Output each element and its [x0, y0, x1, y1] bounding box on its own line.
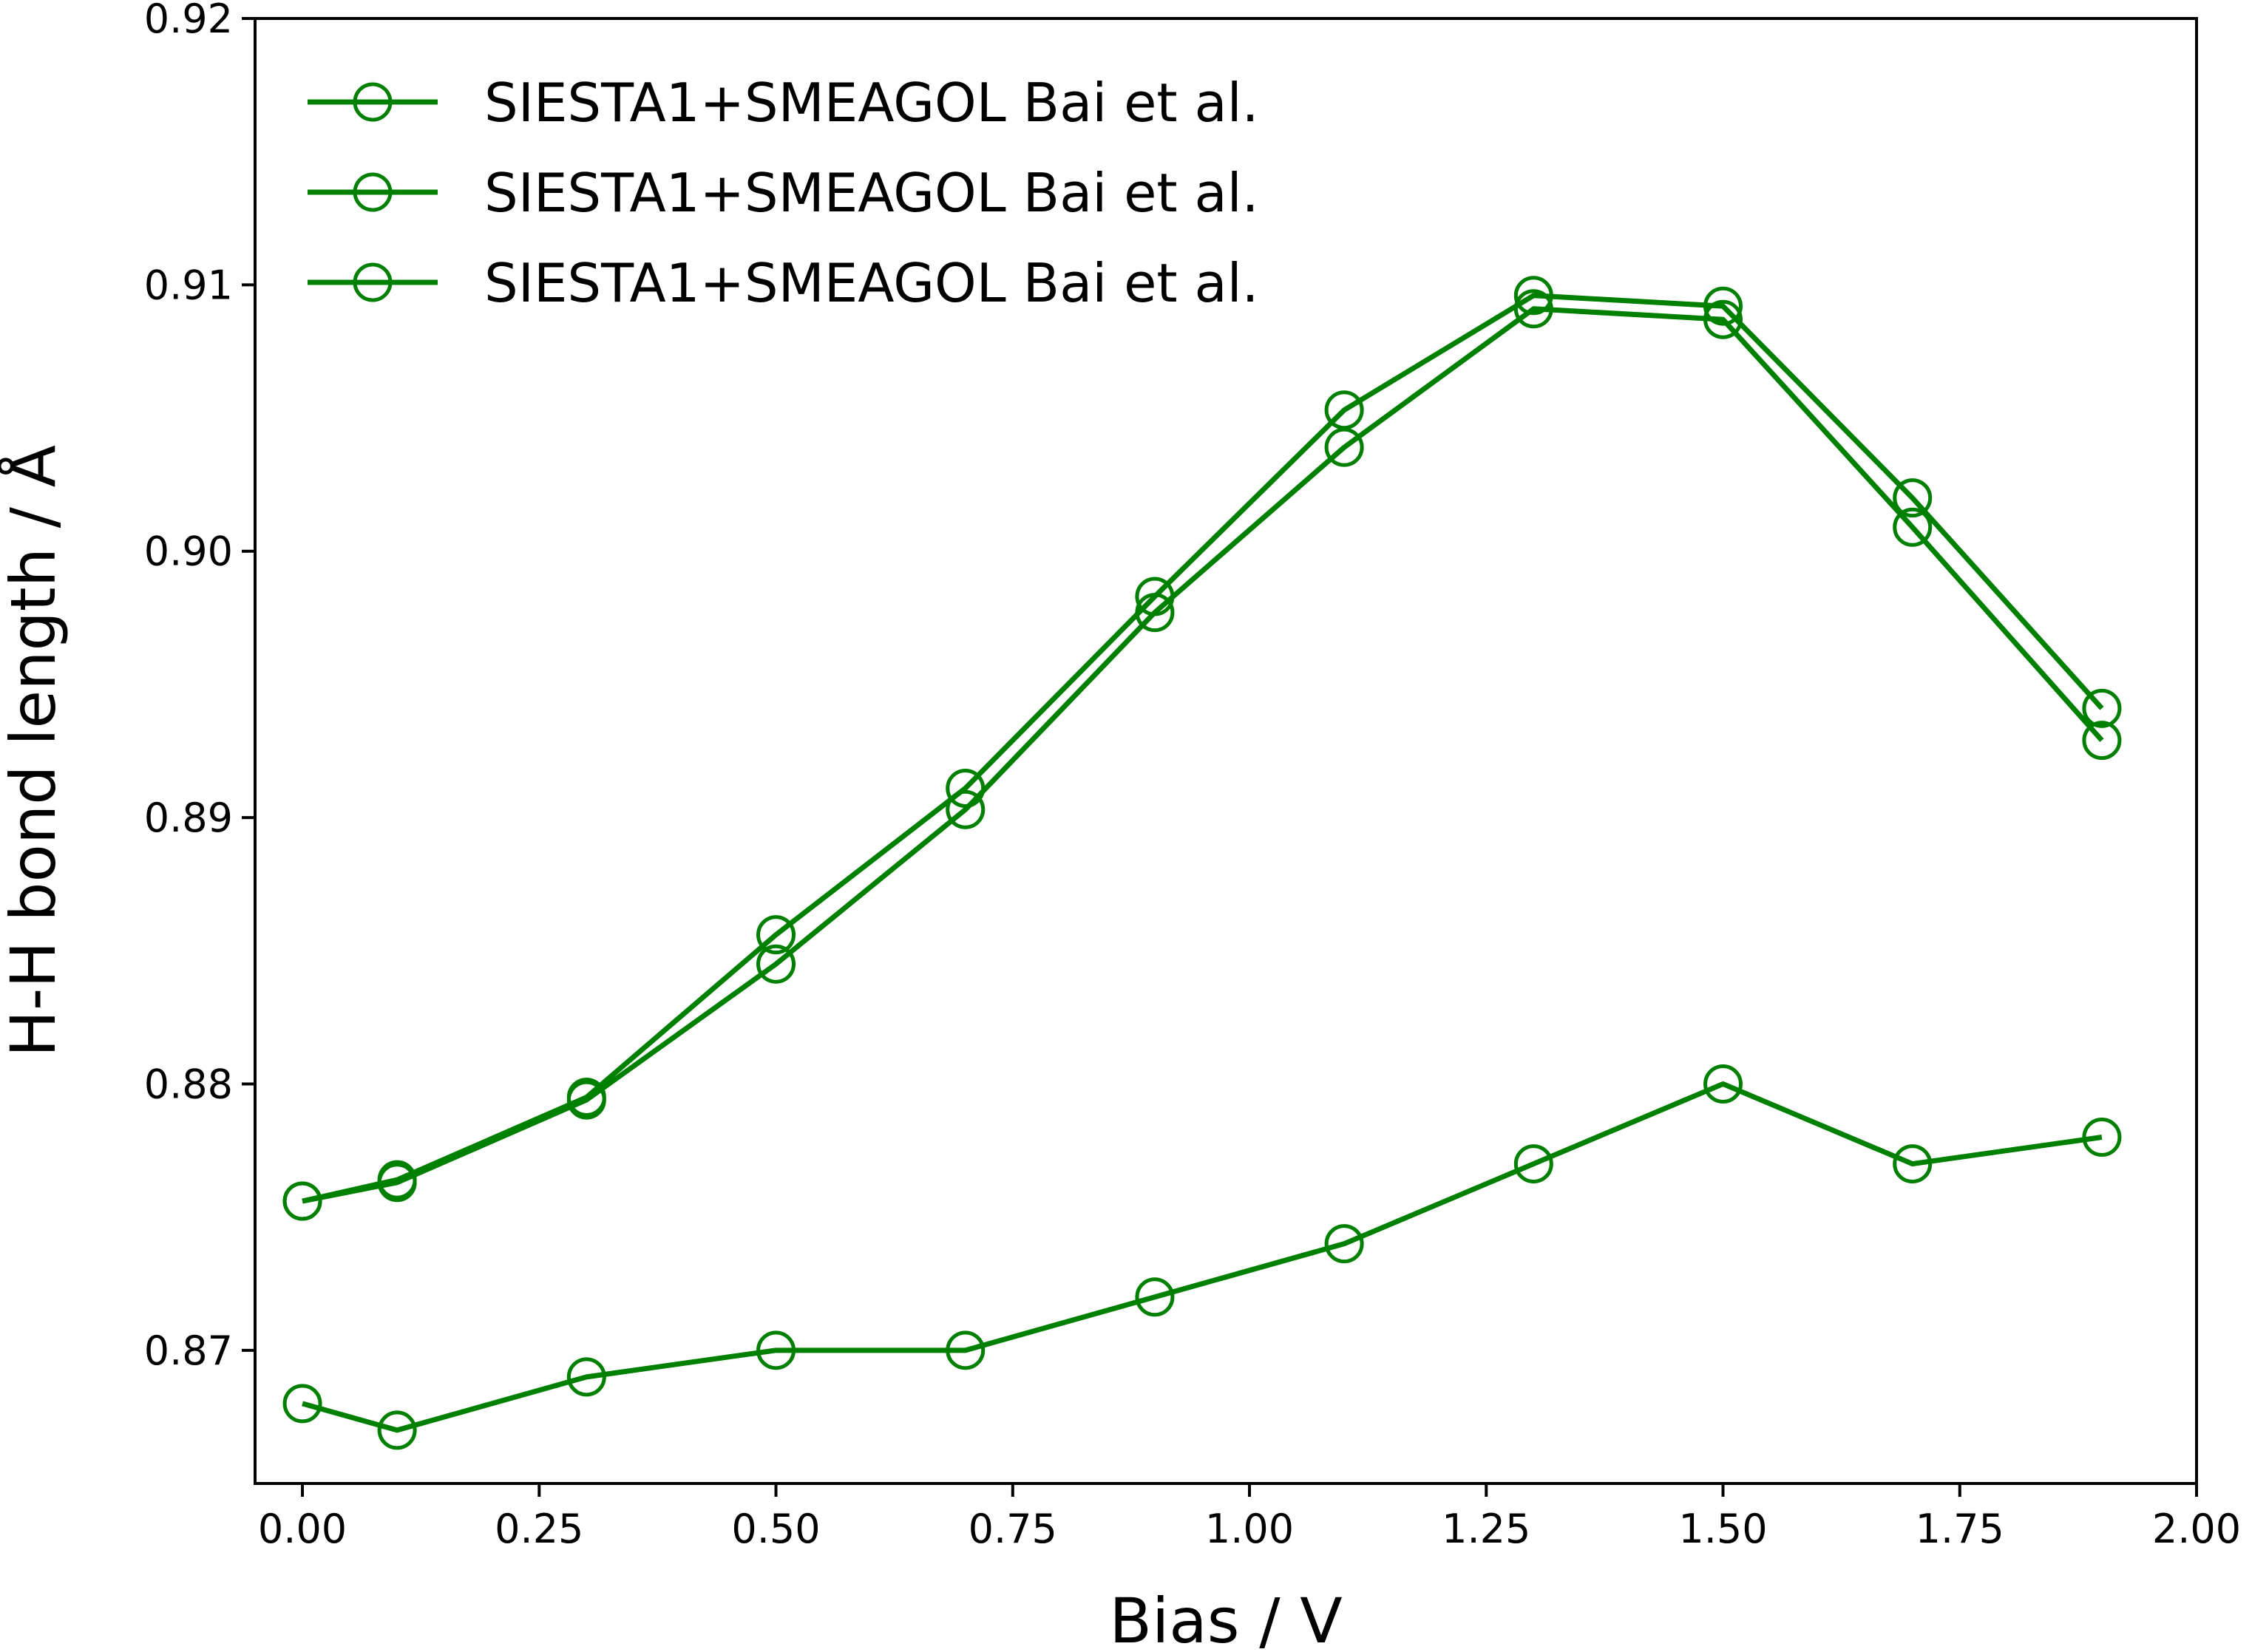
x-tick-label: 1.50	[1678, 1506, 1767, 1552]
data-point	[1893, 507, 1933, 547]
data-point	[282, 1181, 322, 1221]
y-tick-label: 0.91	[144, 262, 233, 308]
data-point	[1135, 1277, 1175, 1317]
data-point	[282, 1384, 322, 1424]
data-point	[1893, 478, 1933, 518]
data-point	[566, 1357, 606, 1397]
y-tick-label: 0.89	[144, 795, 233, 841]
data-point	[2082, 1118, 2122, 1158]
x-tick-label: 0.00	[258, 1506, 347, 1552]
series-line	[302, 1081, 2103, 1433]
x-tick-label: 1.75	[1916, 1506, 2004, 1552]
legend-item: SIESTA1+SMEAGOL Bai et al.	[308, 162, 1259, 224]
x-tick-label: 0.50	[731, 1506, 820, 1552]
legend-marker	[353, 82, 393, 122]
data-point	[1703, 286, 1743, 326]
data-point	[1324, 1224, 1364, 1264]
x-tick-label: 2.00	[2152, 1506, 2241, 1552]
x-axis: 0.00 0.25 0.50 0.75 1.00 1.25 1.50 1.75 2.00	[258, 1483, 2241, 1552]
legend-label: SIESTA1+SMEAGOL Bai et al.	[484, 162, 1259, 224]
data-point	[946, 1330, 986, 1370]
y-tick-label: 0.90	[144, 528, 233, 575]
legend-item: SIESTA1+SMEAGOL Bai et al.	[308, 72, 1259, 134]
data-point	[756, 944, 796, 984]
legend: SIESTA1+SMEAGOL Bai et al. SIESTA1+SMEAGO…	[308, 72, 1259, 314]
legend-label: SIESTA1+SMEAGOL Bai et al.	[484, 72, 1259, 134]
data-point	[1513, 1144, 1553, 1184]
x-tick-label: 0.75	[969, 1506, 1057, 1552]
plot-frame	[254, 17, 2198, 1485]
series-line	[302, 306, 2104, 1204]
data-point	[377, 1163, 417, 1203]
x-tick-label: 1.00	[1205, 1506, 1294, 1552]
data-point	[756, 915, 796, 955]
y-tick-label: 0.92	[144, 0, 233, 42]
x-tick-label: 0.25	[495, 1506, 583, 1552]
data-point	[1324, 427, 1364, 467]
data-point	[566, 1080, 606, 1120]
data-point	[1135, 593, 1175, 633]
data-point	[756, 1330, 796, 1370]
data-point	[1703, 299, 1743, 339]
data-point	[946, 789, 986, 829]
data-point	[1703, 1064, 1743, 1104]
y-axis-label: H-H bond length / Å	[0, 445, 69, 1057]
x-axis-label: Bias / V	[1109, 1585, 1342, 1652]
series-2	[282, 289, 2122, 1221]
x-tick-label: 1.25	[1442, 1506, 1530, 1552]
legend-marker	[353, 262, 393, 302]
y-tick-label: 0.88	[144, 1061, 233, 1107]
y-tick-label: 0.87	[144, 1328, 233, 1374]
y-axis: 0.87 0.88 0.89 0.90 0.91 0.92	[144, 0, 255, 1374]
legend-label: SIESTA1+SMEAGOL Bai et al.	[484, 252, 1259, 314]
data-point	[377, 1410, 417, 1450]
plot-series	[282, 276, 2122, 1450]
data-point	[1893, 1144, 1933, 1184]
data-point	[1513, 289, 1553, 329]
data-point	[1513, 276, 1553, 316]
legend-item: SIESTA1+SMEAGOL Bai et al.	[308, 252, 1259, 314]
legend-marker	[353, 172, 393, 212]
data-point	[2082, 688, 2122, 728]
series-3	[282, 1064, 2122, 1450]
data-point	[2082, 721, 2122, 761]
